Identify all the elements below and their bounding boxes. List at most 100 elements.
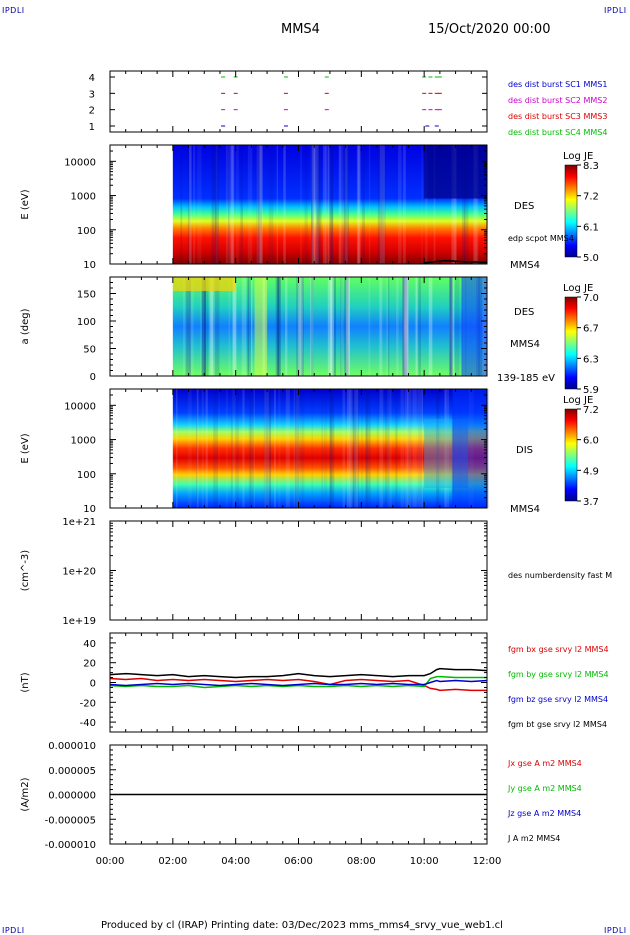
datetime-title: 15/Oct/2020 00:00 bbox=[428, 22, 551, 37]
spectrogram-stripe bbox=[348, 389, 353, 508]
spectrogram-stripe bbox=[316, 145, 321, 264]
y-tick-label: 50 bbox=[83, 345, 96, 356]
spectrogram-stripe bbox=[486, 277, 490, 376]
spectrogram-stripe bbox=[247, 277, 252, 376]
spectrogram-stripe bbox=[402, 277, 407, 376]
spectrogram-stripe bbox=[241, 277, 247, 376]
spectrogram-stripe bbox=[218, 389, 220, 508]
spectrogram-stripe bbox=[316, 145, 322, 264]
colorbar-tick-label: 6.7 bbox=[583, 324, 599, 335]
spectrogram-stripe bbox=[352, 389, 356, 508]
y-tick-label: 100 bbox=[77, 470, 96, 481]
spectrogram-stripe bbox=[209, 277, 214, 376]
colorbar-tick-label: 7.0 bbox=[583, 293, 599, 304]
instrument-label: DES bbox=[514, 201, 534, 212]
spectrogram-stripe bbox=[268, 145, 274, 264]
spectrogram-stripe bbox=[274, 389, 276, 508]
spectrogram-stripe bbox=[321, 389, 324, 508]
colorbar-title: Log JE bbox=[563, 151, 593, 162]
spectrogram-stripe bbox=[251, 277, 253, 376]
spectrogram-stripe bbox=[341, 145, 346, 264]
spectrogram-stripe bbox=[354, 389, 359, 508]
legend-entry: fgm by gse srvy l2 MMS4 bbox=[508, 670, 609, 679]
spectrogram-stripe bbox=[276, 277, 279, 376]
colorbar-tick-label: 7.2 bbox=[583, 405, 599, 416]
spectrogram-stripe bbox=[404, 389, 409, 508]
spectrogram-stripe bbox=[324, 389, 328, 508]
spectrogram-stripe bbox=[255, 145, 258, 264]
y-axis-label: E (eV) bbox=[20, 433, 31, 463]
y-tick-label: 10 bbox=[83, 260, 96, 271]
y-tick-label: 0.000010 bbox=[48, 741, 96, 752]
spectrogram-patch bbox=[452, 389, 487, 508]
spectrogram-stripe bbox=[297, 277, 300, 376]
colorbar-title: Log JE bbox=[563, 395, 593, 406]
spectrogram-stripe bbox=[329, 145, 333, 264]
y-tick-label: -0.000010 bbox=[45, 840, 96, 851]
spectrogram-stripe bbox=[344, 145, 348, 264]
spectrogram-stripe bbox=[225, 389, 228, 508]
series-line-bz bbox=[109, 679, 488, 687]
spectrogram-stripe bbox=[310, 145, 314, 264]
spectrogram-stripe bbox=[347, 277, 350, 376]
spectrogram-stripe bbox=[228, 145, 230, 264]
spectrogram-stripe bbox=[330, 389, 335, 508]
spectrogram-stripe bbox=[296, 277, 301, 376]
series-line-bt bbox=[109, 667, 488, 679]
spectrogram-stripe bbox=[197, 145, 202, 264]
spectrogram-stripe bbox=[433, 145, 436, 264]
spectrogram-base bbox=[172, 389, 488, 508]
colorbar-des-energy bbox=[564, 164, 578, 258]
x-tick-label: 08:00 bbox=[347, 856, 376, 867]
spectrogram-stripe bbox=[323, 145, 326, 264]
y-tick-label: 20 bbox=[83, 659, 96, 670]
y-tick-label: 0 bbox=[90, 679, 96, 690]
spectrogram-stripe bbox=[230, 389, 233, 508]
spectrogram-stripe bbox=[276, 145, 278, 264]
spectrogram-stripe bbox=[461, 277, 463, 376]
scpot-trace bbox=[424, 259, 488, 264]
spectrogram-stripe bbox=[395, 389, 399, 508]
y-tick-label: 10 bbox=[83, 504, 96, 515]
y-tick-label: -20 bbox=[80, 698, 96, 709]
spectrogram-stripe bbox=[398, 145, 402, 264]
spectrogram-stripe bbox=[348, 389, 351, 508]
y-tick-label: 1e+19 bbox=[62, 616, 96, 627]
spectrogram-stripe bbox=[345, 277, 350, 376]
spectrogram-stripe bbox=[298, 277, 302, 376]
spectrogram-stripe bbox=[250, 389, 254, 508]
spectrogram-stripe bbox=[300, 145, 302, 264]
legend-entry: des dist burst SC1 MMS1 bbox=[508, 80, 607, 89]
spectrogram-stripe bbox=[201, 277, 206, 376]
instrument-label: DIS bbox=[516, 445, 533, 456]
spectrogram-stripe bbox=[332, 277, 337, 376]
spectrogram-stripe bbox=[293, 389, 296, 508]
spectrogram-stripe bbox=[200, 277, 203, 376]
x-tick-label: 04:00 bbox=[221, 856, 250, 867]
spectrogram-stripe bbox=[314, 145, 319, 264]
panel-frame-burst bbox=[109, 70, 488, 133]
instrument-label: DES bbox=[514, 307, 534, 318]
spectrogram-stripe bbox=[350, 389, 353, 508]
y-tick-label: 0.000005 bbox=[48, 766, 96, 777]
legend-entry: des dist burst SC3 MMS3 bbox=[508, 112, 607, 121]
spectrogram-stripe bbox=[341, 277, 343, 376]
colorbar-tick-label: 6.0 bbox=[583, 436, 599, 447]
spectrogram-stripe bbox=[266, 389, 271, 508]
spectrogram-stripe bbox=[285, 389, 290, 508]
spectrogram-stripe bbox=[360, 389, 364, 508]
spectrogram-stripe bbox=[189, 277, 191, 376]
y-tick-label: 10000 bbox=[64, 401, 96, 412]
spectrogram-stripe bbox=[311, 277, 314, 376]
y-axis-label: (nT) bbox=[20, 672, 31, 692]
spectrogram-stripe bbox=[451, 145, 457, 264]
spectrogram-stripe bbox=[214, 145, 219, 264]
spectrogram-stripe bbox=[394, 389, 398, 508]
legend-entry: fgm bz gse srvy l2 MMS4 bbox=[508, 695, 608, 704]
spectrogram-stripe bbox=[344, 145, 350, 264]
y-tick-label: 2 bbox=[89, 106, 95, 117]
colorbar-title: Log JE bbox=[563, 283, 593, 294]
spectrogram-stripe bbox=[330, 145, 334, 264]
spectrogram-stripe bbox=[275, 277, 280, 376]
sc-label: MMS4 bbox=[510, 260, 540, 271]
